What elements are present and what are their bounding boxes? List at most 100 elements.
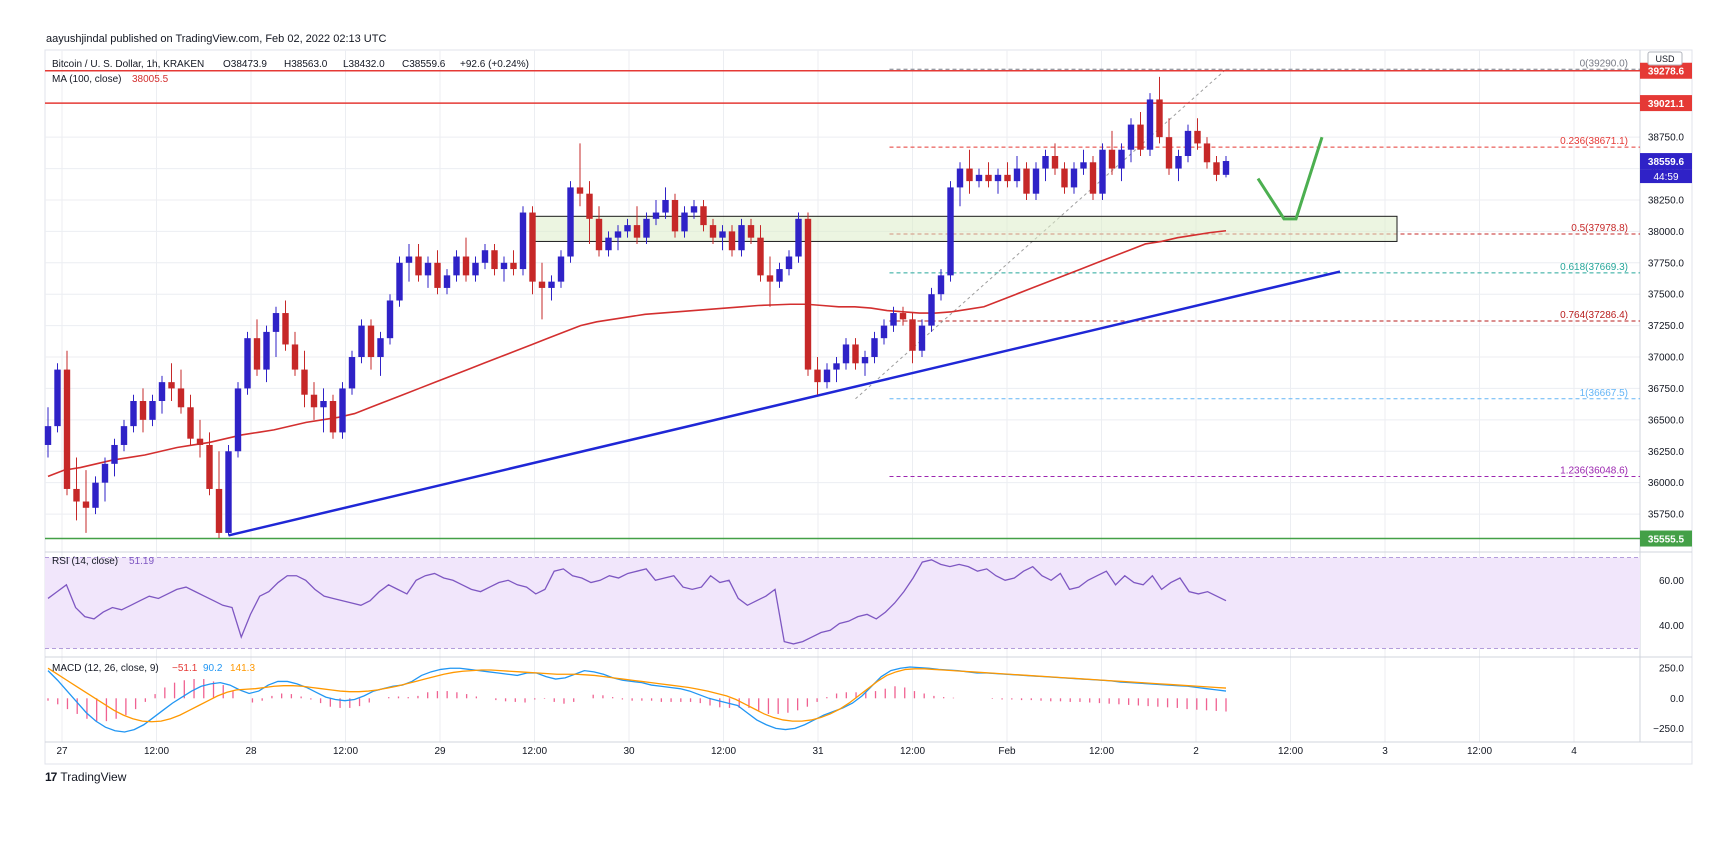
candle-body [1108,149,1116,169]
fib-level-label: 0.236(38671.1) [1560,136,1628,147]
candle-body [890,313,897,326]
candle-body [1089,162,1097,194]
x-tick-label: 12:00 [144,746,169,757]
forecast-arrow [1256,136,1324,221]
candle-body [633,225,641,238]
candle-body [1080,162,1087,169]
candle-body [1146,99,1154,150]
x-tick-label: 30 [623,746,635,757]
ascending-trendline [228,270,1341,537]
x-tick-label: 12:00 [711,746,736,757]
candle-body [253,338,261,370]
candle-body [814,369,821,383]
rsi-y-tick: 40.00 [1659,621,1684,632]
candle-body [823,369,831,383]
candle-body [880,325,888,339]
candle-body [709,225,717,238]
y-tick-label: 35750.0 [1648,510,1685,521]
x-tick-label: 3 [1382,746,1388,757]
candle-body [1184,130,1192,156]
price-tag-current-sub: 44:59 [1653,172,1678,183]
x-tick-label: 4 [1571,746,1577,757]
ohlc-open: O38473.9 [223,59,267,70]
price-tag-35555: 35555.5 [1648,535,1685,546]
tradingview-logo[interactable]: 17 TradingView [45,770,126,784]
price-tag-39278-bg [1640,62,1692,79]
candle-body [206,444,213,489]
candle-body [282,313,289,345]
candle-body [225,451,232,533]
candle-body [443,275,451,288]
candle-body [576,187,584,194]
candle-body [595,218,603,251]
candle-body [1222,161,1230,175]
y-tick-label: 38750.0 [1648,133,1685,144]
candle-body [804,218,812,370]
macd-y-tick: 250.0 [1659,664,1684,675]
ma-legend: MA (100, close) [52,74,121,85]
candle-body [557,256,565,282]
x-tick-label: 29 [434,746,446,757]
candle-body [130,401,137,427]
candle-body [481,250,489,263]
candle-body [937,275,945,295]
candle-body [1004,174,1011,182]
symbol-title: Bitcoin / U. S. Dollar, 1h, KRAKEN [52,59,204,70]
y-tick-label: 36500.0 [1648,415,1685,426]
candle-body [1013,168,1021,182]
candle-body [567,187,574,257]
forecast-arrows-layer [1256,136,1324,221]
candle-body [747,225,755,238]
candle-body [966,168,973,182]
candle-body [1165,137,1173,169]
rsi-layer [45,557,1640,649]
fib-level-label: 1(36667.5) [1580,388,1628,399]
candle-body [1127,124,1135,150]
candle-body [120,426,128,445]
candle-body [538,281,546,288]
candle-body [367,325,375,358]
candle-body [434,262,441,288]
candle-body [348,357,356,389]
candle-body [785,256,793,270]
candle-body [766,275,774,282]
candle-body [871,338,878,358]
candle-body [833,363,840,370]
candle-body [842,344,850,364]
y-tick-label: 38250.0 [1648,195,1685,206]
candle-body [291,344,299,370]
fibonacci-layer: 0(39290.0) 0.236(38671.1) 0.5(37978.8) 0.61… [855,58,1640,478]
chart-frame [44,49,1693,765]
support-zone-box [532,215,1398,242]
candle-body [405,256,413,263]
candle-body [386,300,394,339]
x-tick-label: 12:00 [1089,746,1114,757]
candle-body [681,212,688,232]
x-tick-label: 28 [245,746,257,757]
candle-body [776,269,783,282]
candle-body [861,357,869,364]
candle-body [738,225,745,251]
moving-average-layer [47,229,1227,478]
price-tag-39278: 39278.6 [1648,67,1685,78]
candle-body [301,369,308,395]
candle-body [719,231,726,238]
y-tick-label: 36000.0 [1648,478,1685,489]
ohlc-change: +92.6 (+0.24%) [460,59,529,70]
candle-body [1042,156,1049,169]
candle-body [453,256,460,276]
fib-level-label: 1.236(36048.6) [1560,466,1628,477]
axes-layer: 27 12:00 28 12:00 29 12:00 30 12:00 31 12:00 Feb 12… [56,51,1692,757]
candle-body [985,174,992,182]
x-tick-label: 27 [56,746,68,757]
candle-body [975,174,983,182]
candle-body [500,262,508,270]
candle-body [101,463,109,483]
currency-label: USD [1655,54,1675,64]
currency-badge [1647,51,1683,66]
candle-body [320,401,327,408]
y-tick-label: 36250.0 [1648,447,1685,458]
y-tick-label: 37250.0 [1648,321,1685,332]
macd-y-tick: 0.0 [1670,694,1684,705]
